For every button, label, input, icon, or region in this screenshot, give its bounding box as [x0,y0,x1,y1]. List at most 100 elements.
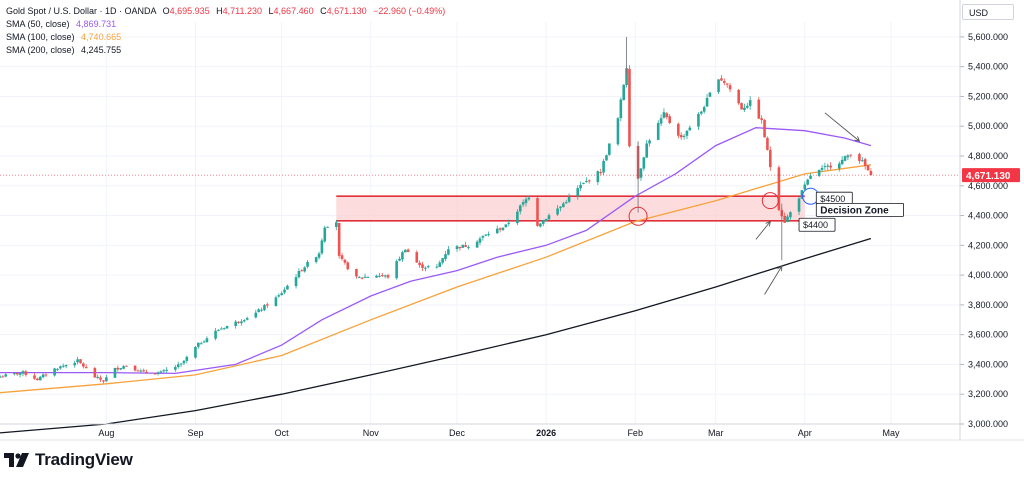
candle [297,268,301,279]
candle [145,369,148,374]
change-value: −22.960 (−0.49%) [373,6,446,16]
currency-button[interactable]: USD [962,4,1014,20]
candle-body [240,321,243,324]
annotation-arrow [824,112,860,142]
annotation-text: Decision Zone [820,205,889,216]
candle-body [142,370,146,372]
candle-body [608,143,611,155]
sma100-value: 4,740.665 [81,32,122,42]
candle-body [840,159,844,165]
candle-body [478,238,482,243]
candle [274,295,278,307]
decision-zone [0,174,960,222]
candle [398,256,401,262]
candle [757,96,761,119]
candle-body [737,89,740,104]
candle [44,373,48,377]
candle [18,373,22,378]
candle [386,273,390,279]
candle-body [628,68,631,147]
candle-body [524,199,528,204]
highlight-circle [628,206,648,226]
candle-body [648,140,651,144]
candle [843,155,847,162]
candle [484,234,488,237]
candle-body [159,371,163,373]
candle-body [139,370,143,372]
candle-body [383,275,387,277]
candle-body [105,377,108,382]
candle-body [806,179,809,185]
y-tick-label: 3,800.000 [968,300,1008,310]
candle-body [700,111,703,114]
candle-body [286,285,289,290]
candle-body [73,362,77,366]
candle-body [820,167,824,170]
candle-body [783,215,786,223]
tradingview-logo[interactable]: TradingView [4,450,133,470]
candle-body [82,363,85,367]
annotation-label: $4400 [798,217,836,232]
x-tick-label: Feb [627,428,643,438]
candle [340,252,344,261]
candle [133,365,137,372]
candle [76,356,79,365]
candle-body [587,180,591,182]
candle-body [576,188,580,197]
candle-body [21,371,25,374]
candle-body [300,270,304,272]
candle [516,209,519,226]
candle [806,178,809,186]
candle-body [403,249,407,253]
candle [38,375,42,381]
candle-body [458,246,462,249]
candle-body [619,99,623,119]
candle [455,244,459,252]
candle [679,132,683,140]
candle [79,359,82,364]
candle [375,274,378,278]
candle-body [837,163,841,169]
candle [283,287,286,295]
candle [96,374,100,380]
candle [53,367,56,377]
candle [199,341,203,345]
candle-body [185,356,189,361]
candle-body [165,369,169,371]
candle [622,84,626,101]
candle [21,370,25,377]
candle [334,219,338,231]
low-label: L4,667.460 [268,6,314,16]
legend-sma100[interactable]: SMA (100, close) 4,740.665 [6,31,445,44]
candle-body [145,371,148,374]
candle-body [122,366,125,369]
x-tick-label: Dec [449,428,466,438]
candle-body [306,261,309,267]
candle-body [475,241,479,248]
candle-body [182,360,186,364]
candle-body [705,97,709,107]
last-price-tag: 4,671.130 [962,168,1020,183]
candle [869,168,873,176]
candle [360,276,364,280]
candle [628,65,631,148]
sma200-value: 4,245.755 [81,45,122,55]
candle-body [156,372,160,375]
candle [179,363,183,368]
x-tick-label: Aug [98,428,114,438]
candle-body [363,276,367,278]
candle [320,238,324,255]
candle-body [677,123,680,136]
legend-sma50[interactable]: SMA (50, close) 4,869.731 [6,18,445,31]
candle [800,189,804,200]
candle-body [786,216,789,223]
candle [205,336,209,343]
candle-body [119,368,123,370]
candle [277,293,281,298]
legend-sma200[interactable]: SMA (200, close) 4,245.755 [6,44,445,57]
candle-body [320,240,324,254]
candle-body [334,222,338,227]
candle [73,360,77,368]
candle [616,116,620,147]
